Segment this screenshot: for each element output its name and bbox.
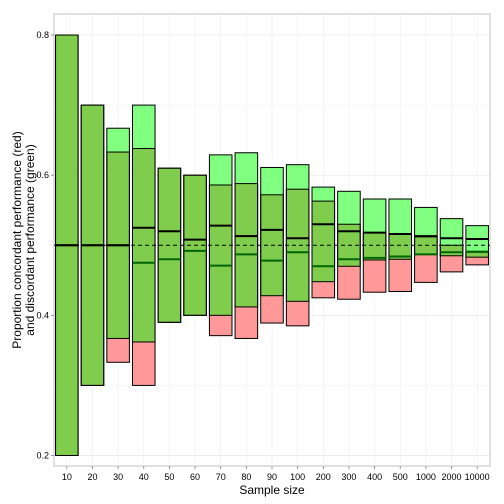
bar-segment bbox=[286, 164, 309, 190]
y-tick-label: 0.4 bbox=[36, 310, 49, 320]
y-axis: 0.2 0.4 0.6 0.8 bbox=[36, 30, 54, 460]
bar-segment bbox=[414, 254, 438, 283]
bar-segment bbox=[414, 207, 438, 237]
bar-segment bbox=[209, 315, 232, 336]
bar-outline-discordant bbox=[234, 152, 259, 308]
bar-outline-discordant bbox=[311, 186, 336, 283]
bar-outline-discordant bbox=[465, 225, 489, 258]
bar-segment bbox=[388, 199, 412, 235]
x-tick-label: 90 bbox=[267, 472, 277, 482]
x-tick-label: 400 bbox=[367, 472, 382, 482]
bar-segment bbox=[312, 201, 335, 282]
bar-segment bbox=[235, 306, 258, 339]
bar-segment bbox=[260, 295, 284, 324]
bar-segment bbox=[363, 199, 386, 233]
x-tick-label: 30 bbox=[113, 472, 123, 482]
bar-outline-discordant bbox=[131, 104, 156, 343]
x-tick-label: 2000 bbox=[442, 472, 462, 482]
bar-outline-concordant bbox=[439, 244, 464, 273]
bar-segment bbox=[209, 184, 232, 316]
x-axis-title: Sample size bbox=[239, 483, 305, 497]
bar-outline-discordant bbox=[362, 198, 387, 261]
bar-segment bbox=[132, 105, 156, 149]
bar-segment bbox=[132, 341, 156, 386]
bar-segment bbox=[286, 301, 309, 326]
x-tick-label: 1000 bbox=[416, 472, 436, 482]
bar-segment bbox=[388, 234, 412, 260]
bar-segment bbox=[363, 232, 386, 260]
x-tick-label: 60 bbox=[190, 472, 200, 482]
bar-outline-discordant bbox=[439, 218, 464, 257]
bar-segment bbox=[440, 255, 463, 272]
bar-segment bbox=[235, 152, 258, 184]
bar-outline-discordant bbox=[337, 190, 361, 267]
bar-segment bbox=[337, 266, 361, 300]
x-axis: 10 20 30 40 50 60 70 80 90 100 200 300 400 500 1000 200… bbox=[62, 466, 490, 482]
y-axis-title-line-1: Proportion concordant performance (red) bbox=[10, 131, 24, 348]
x-tick-label: 20 bbox=[87, 472, 97, 482]
bar-segment bbox=[106, 338, 130, 363]
bar-outline-discordant bbox=[388, 198, 413, 260]
x-tick-label: 200 bbox=[316, 472, 331, 482]
bar-segment bbox=[209, 154, 232, 185]
bar-segment bbox=[286, 189, 309, 302]
bar-outline-discordant bbox=[106, 127, 130, 339]
x-tick-label: 10000 bbox=[465, 472, 490, 482]
x-tick-label: 300 bbox=[341, 472, 356, 482]
bar-outline-discordant bbox=[260, 166, 284, 297]
bar-segment bbox=[388, 259, 412, 292]
x-tick-label: 50 bbox=[164, 472, 174, 482]
y-axis-title-line-2: and discordant performance (green) bbox=[23, 144, 37, 335]
x-tick-label: 500 bbox=[393, 472, 408, 482]
bar-segment bbox=[440, 218, 463, 246]
x-tick-label: 80 bbox=[241, 472, 251, 482]
x-tick-label: 70 bbox=[216, 472, 226, 482]
bar-segment bbox=[363, 259, 386, 293]
bar-outline-discordant bbox=[208, 154, 233, 316]
bar-segment bbox=[312, 281, 335, 298]
y-tick-label: 0.2 bbox=[36, 450, 49, 460]
y-tick-label: 0.6 bbox=[36, 170, 49, 180]
x-tick-label: 40 bbox=[139, 472, 149, 482]
y-tick-label: 0.8 bbox=[36, 30, 49, 40]
bar-segment bbox=[440, 245, 463, 256]
bar-segment bbox=[312, 187, 335, 202]
bar-outline-discordant bbox=[285, 164, 310, 302]
bar-segment bbox=[465, 257, 489, 265]
bar-segment bbox=[132, 148, 156, 342]
bar-segment bbox=[106, 128, 130, 153]
bar-segment bbox=[260, 167, 284, 195]
x-tick-label: 10 bbox=[62, 472, 72, 482]
x-tick-label: 100 bbox=[290, 472, 305, 482]
bar-segment bbox=[465, 252, 489, 258]
bar-segment bbox=[337, 191, 361, 225]
